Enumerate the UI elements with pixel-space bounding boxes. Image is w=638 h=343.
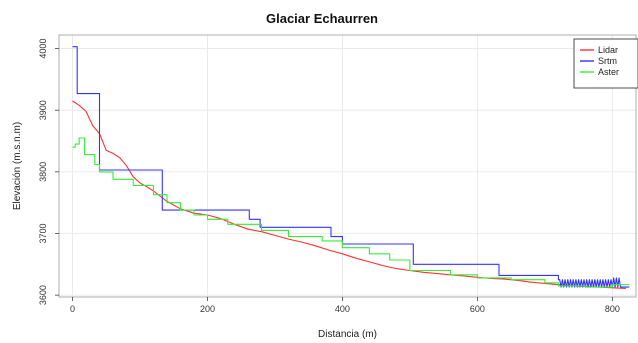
legend-label: Lidar [598, 45, 618, 55]
plot-frame [58, 34, 637, 298]
y-tick-label: 4000 [38, 39, 48, 59]
series-line-srtm [72, 46, 630, 288]
y-tick-label: 3700 [38, 223, 48, 243]
legend-label: Aster [598, 67, 619, 77]
x-tick-label: 400 [335, 304, 350, 314]
series-line-aster [72, 137, 630, 288]
x-tick-label: 200 [200, 304, 215, 314]
x-axis-label: Distancia (m) [318, 329, 377, 340]
axes: 0 200 400 600 800 3600 3700 3800 3900 4000 [38, 39, 620, 314]
x-tick-label: 600 [470, 304, 485, 314]
chart-title: Glaciar Echaurren [266, 11, 378, 26]
y-axis-label: Elevación (m.s.n.m) [12, 122, 23, 210]
legend-box [573, 38, 638, 89]
y-tick-label: 3900 [38, 100, 48, 120]
x-tick-label: 0 [70, 304, 75, 314]
y-tick-label: 3800 [38, 162, 48, 182]
legend-label: Srtm [598, 56, 617, 66]
series-lines [72, 46, 630, 289]
grid-lines [59, 35, 636, 297]
y-tick-label: 3600 [38, 285, 48, 305]
x-tick-label: 800 [605, 304, 620, 314]
series-line-lidar [72, 100, 626, 289]
